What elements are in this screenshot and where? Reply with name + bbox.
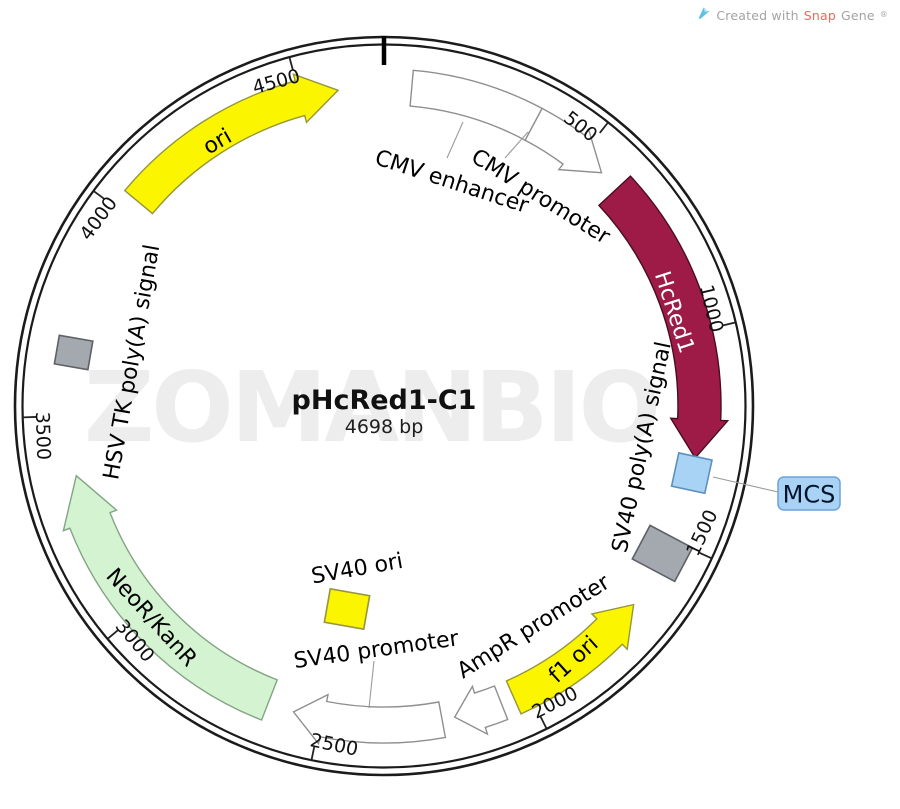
snapgene-credit: Created with Snap Gene ® [697,6,888,24]
plasmid-title: pHcRed1-C1 [292,385,477,416]
plasmid-size: 4698 bp [345,416,424,438]
feature-cmv-promoter [524,107,603,174]
tick-1500 [699,551,712,560]
feature-f1-ori [505,603,635,715]
feature-cmv-enhancer [409,69,544,142]
tick-3000 [107,629,119,640]
feature-sv40-polya [631,524,694,583]
feature-label-mcs: MCS [783,480,836,508]
credit-brand-gene: Gene [841,7,875,23]
callout-line-3 [712,476,779,493]
feature-sv40-promoter [292,693,447,746]
feature-mcs [670,451,713,495]
tick-2000 [539,716,548,729]
feature-ampr-promoter [453,684,509,736]
feature-neor-kanr [62,474,279,721]
feature-hsv-tk-polya [53,334,94,371]
feature-label-sv40-ori: SV40 ori [309,549,405,590]
tick-label-1500: 1500 [682,506,722,559]
tick-label-4000: 4000 [75,193,121,245]
feature-callout-box-mcs [777,476,841,511]
snapgene-logo-icon [697,7,711,22]
tick-4500 [288,57,294,71]
callout-line-2 [368,660,375,709]
tick-label-3500: 3500 [31,411,55,460]
callout-line-1 [504,131,529,159]
feature-label-sv40-promoter: SV40 promoter [292,626,461,674]
feature-sv40-ori [323,587,371,631]
callout-line-0 [446,121,464,159]
watermark: ZOMANBIO [84,351,658,464]
tick-1000 [722,321,736,327]
tick-2500 [310,746,316,760]
tick-4000 [93,190,105,200]
credit-brand-snap: Snap [803,7,836,23]
feature-ori [123,73,340,215]
tick-500 [599,122,609,134]
credit-prefix: Created with [716,7,799,23]
